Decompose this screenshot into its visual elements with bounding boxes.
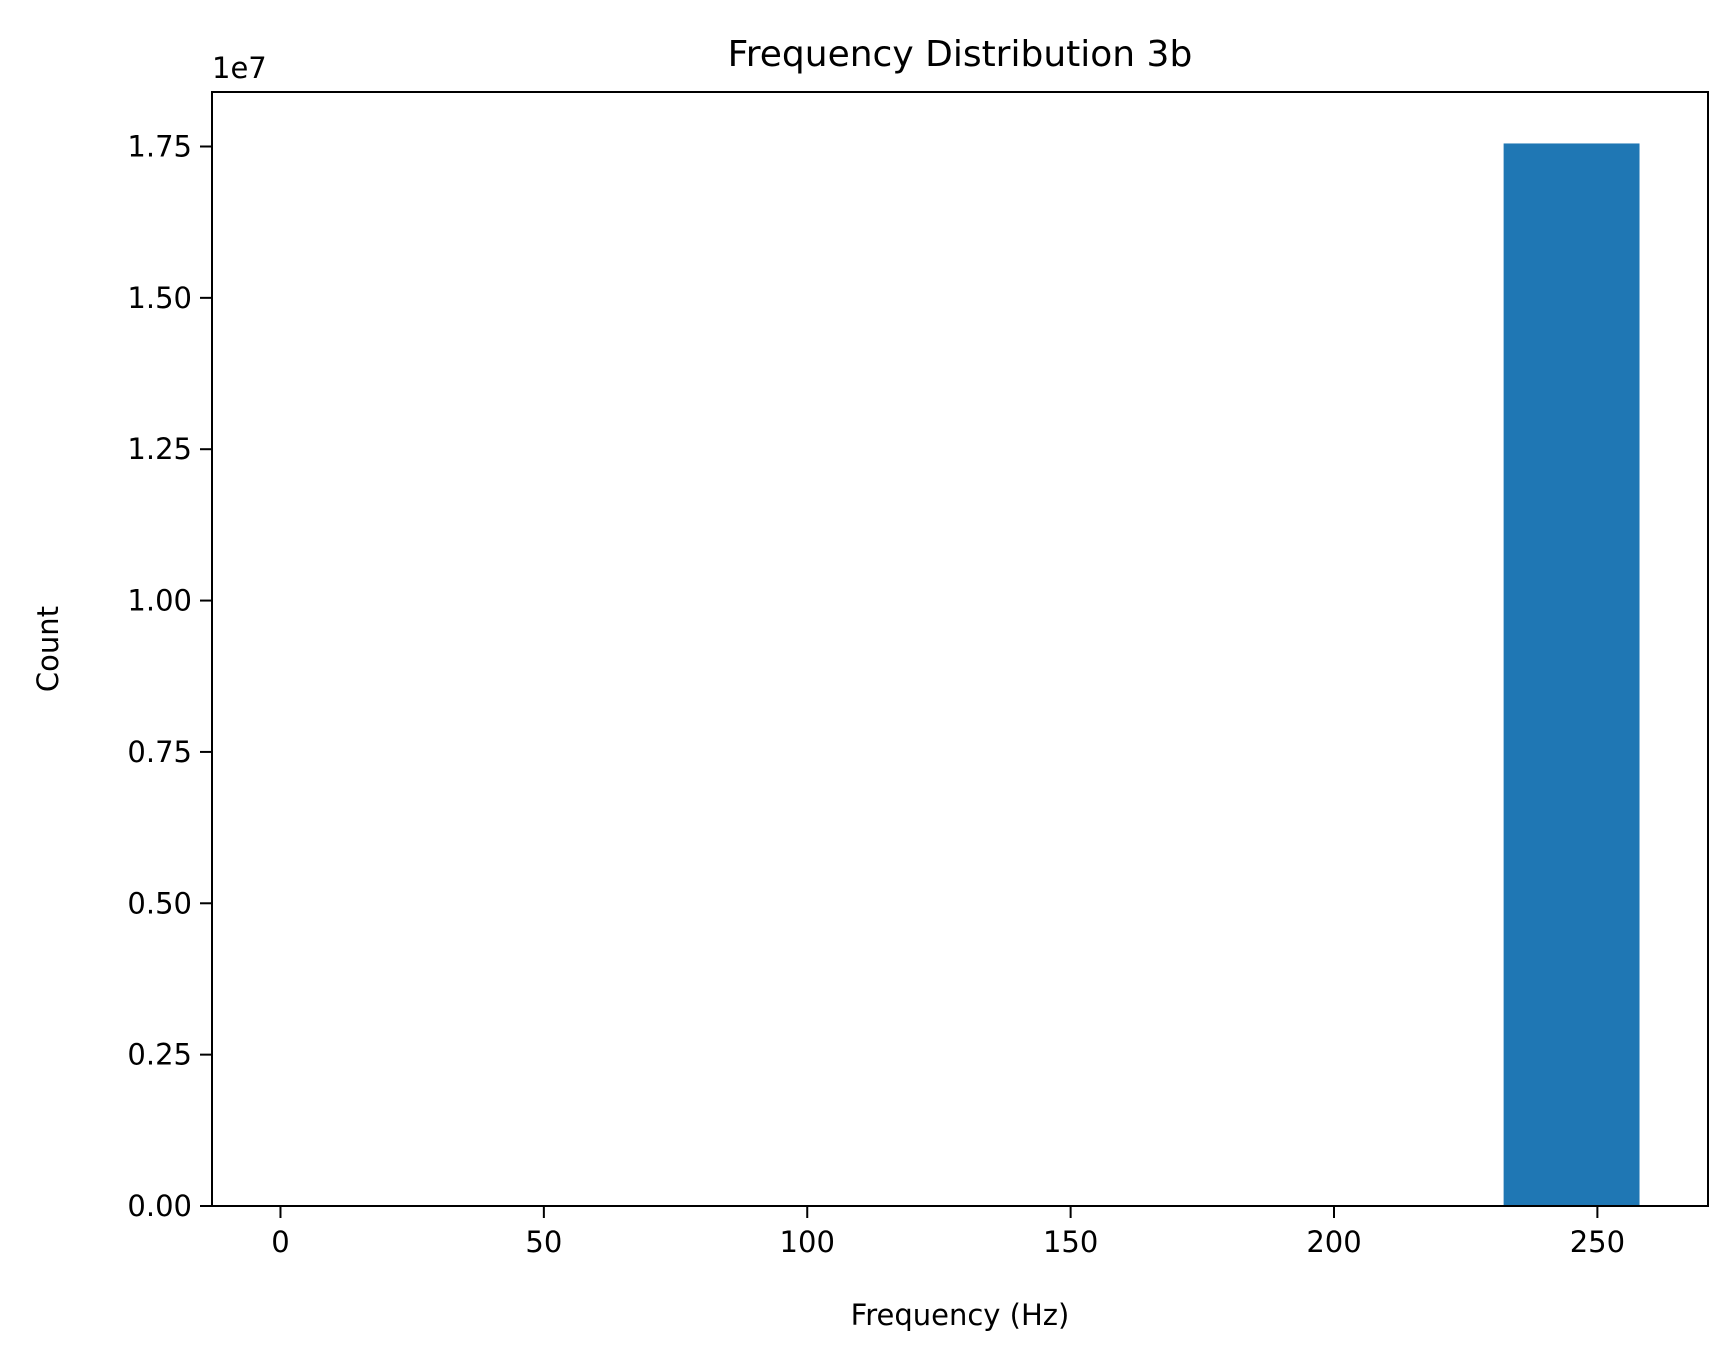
y-tick-label: 0.50	[127, 886, 192, 920]
y-tick-label: 0.75	[127, 735, 192, 769]
y-tick-label: 0.25	[127, 1038, 192, 1072]
x-tick-label: 100	[780, 1225, 835, 1259]
bars-group	[1503, 143, 1640, 1207]
chart-title: Frequency Distribution 3b	[728, 34, 1193, 75]
x-tick-label: 250	[1570, 1225, 1625, 1259]
y-axis-offset-label: 1e7	[212, 51, 267, 85]
x-tick-label: 150	[1043, 1225, 1098, 1259]
histogram-bar-9	[1503, 143, 1640, 1207]
x-axis-label: Frequency (Hz)	[851, 1298, 1070, 1332]
y-tick-label: 1.75	[127, 129, 192, 163]
x-axis-ticks: 0 50 100 150 200 250	[271, 1206, 1625, 1259]
x-tick-label: 0	[271, 1225, 289, 1259]
x-tick-label: 50	[525, 1225, 562, 1259]
y-tick-label: 1.50	[127, 281, 192, 315]
y-tick-label: 1.25	[127, 432, 192, 466]
y-axis-ticks: 0.00 0.25 0.50 0.75 1.00 1.25 1.50 1.75	[127, 129, 212, 1223]
x-tick-label: 200	[1306, 1225, 1361, 1259]
y-axis-label: Count	[31, 606, 65, 692]
plot-frame	[211, 91, 1709, 1207]
y-tick-label: 1.00	[127, 584, 192, 618]
y-tick-label: 0.00	[127, 1189, 192, 1223]
